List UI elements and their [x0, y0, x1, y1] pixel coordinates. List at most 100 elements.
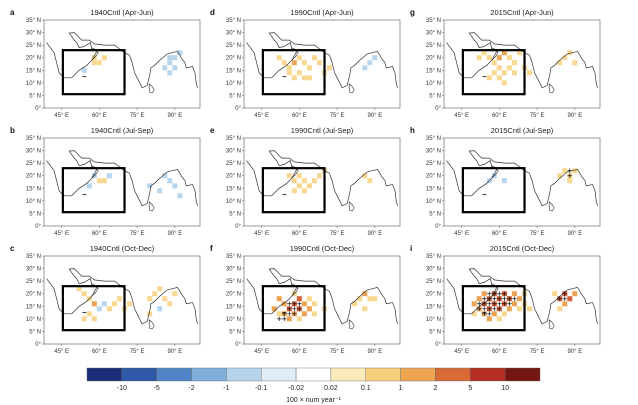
grid-cell	[172, 183, 178, 189]
lat-tick-label: 25° N	[426, 279, 441, 285]
significance-plus	[487, 301, 492, 306]
grid-cell	[177, 50, 183, 56]
lat-tick-label: 10° N	[26, 81, 41, 87]
panel-title: 1940Cntl (Oct-Dec)	[90, 244, 155, 253]
lat-tick-label: 30° N	[426, 149, 441, 155]
grid-cell	[167, 70, 173, 76]
lat-tick-label: 15° N	[226, 68, 241, 74]
grid-cell	[471, 301, 477, 307]
grid-cell	[572, 291, 578, 297]
map-panel-c: c 1940Cntl (Oct-Dec) 0° 5° N 10° N 15° N 20° N…	[10, 244, 201, 355]
grid-cell	[517, 50, 522, 56]
lat-tick-label: 35° N	[426, 136, 441, 142]
lat-tick-label: 10° N	[226, 317, 241, 323]
grid-cell	[296, 183, 302, 189]
coastline	[246, 32, 398, 89]
coastline	[446, 32, 598, 89]
grid-cell	[552, 291, 558, 297]
grid-cell	[481, 291, 487, 297]
lat-tick-label: 5° N	[429, 329, 441, 335]
significance-plus	[292, 301, 297, 306]
significance-plus	[477, 301, 482, 306]
panel-title: 2015Cntl (Jul-Sep)	[491, 126, 554, 135]
colorbar-tick-label: -2	[188, 385, 194, 392]
grid-cell	[291, 60, 297, 66]
grid-cell	[311, 311, 317, 317]
lat-tick-label: 5° N	[229, 329, 241, 335]
grid-cell	[271, 306, 277, 312]
colorbar-tick-label: -0.02	[288, 385, 304, 392]
grid-cell	[152, 291, 158, 297]
lat-tick-label: 20° N	[426, 56, 441, 62]
grid-cell	[572, 168, 578, 174]
grid-cell	[101, 301, 107, 307]
grid-cell	[476, 296, 482, 302]
grid-cell	[276, 296, 282, 302]
significance-plus	[277, 316, 282, 322]
panel-letter: f	[210, 244, 213, 253]
colorbar-swatch	[86, 367, 122, 382]
significance-plus	[492, 296, 497, 301]
grid-cell	[557, 173, 563, 179]
coastline-sri-lanka	[348, 319, 355, 330]
grid-cell	[276, 311, 282, 317]
grid-cell	[557, 306, 563, 312]
lon-tick-label: 60° E	[92, 113, 107, 119]
lat-tick-label: 10° N	[226, 199, 241, 205]
grid-cell	[291, 188, 297, 194]
grid-cell	[317, 60, 322, 66]
grid-cell	[496, 55, 502, 61]
coastline-oman	[291, 47, 299, 61]
grid-cell	[91, 60, 97, 66]
coastline-oman	[291, 283, 299, 297]
grid-cell	[306, 183, 312, 189]
grid-cell	[296, 55, 302, 61]
grid-cell	[372, 296, 378, 302]
colorbar-tick-label: 5	[468, 385, 472, 392]
lat-tick-label: 20° N	[426, 174, 441, 180]
grid-cell	[301, 188, 307, 194]
colorbar-tick-label: 0.02	[324, 385, 338, 392]
lat-tick-label: 10° N	[426, 317, 441, 323]
lon-tick-label: 75° E	[130, 231, 145, 237]
grid-cell	[506, 65, 512, 71]
grid-cell	[311, 55, 317, 61]
region-box	[461, 49, 526, 96]
grid-cell	[106, 173, 112, 179]
panel-title: 1940Cntl (Apr-Jun)	[90, 8, 154, 17]
lat-tick-label: 25° N	[426, 43, 441, 49]
lon-tick-label: 90° E	[567, 349, 582, 355]
lat-tick-label: 25° N	[226, 279, 241, 285]
panel-title: 1990Cntl (Oct-Dec)	[290, 244, 355, 253]
lon-tick-label: 60° E	[92, 349, 107, 355]
grid-cell	[367, 296, 373, 302]
panel-title: 1990Cntl (Apr-Jun)	[290, 8, 354, 17]
grid-cell	[496, 75, 502, 81]
grid-cell	[367, 178, 373, 184]
grid-cell	[147, 296, 153, 302]
coastline	[246, 150, 398, 207]
grid-cell	[517, 296, 522, 302]
lat-tick-label: 0°	[435, 106, 441, 112]
grid-cell	[296, 70, 302, 76]
grid-cell	[311, 178, 317, 184]
lat-tick-label: 5° N	[429, 93, 441, 99]
grid-cell	[86, 183, 92, 189]
grid-cell	[127, 301, 132, 307]
panel-title: 1940Cntl (Jul-Sep)	[91, 126, 154, 135]
significance-plus	[502, 301, 507, 306]
significance-plus	[557, 296, 562, 301]
significance-plus	[287, 301, 292, 306]
lon-tick-label: 75° E	[130, 349, 145, 355]
region-box	[261, 285, 326, 332]
lon-tick-label: 90° E	[367, 231, 382, 237]
colorbar-swatch	[295, 367, 332, 382]
significance-plus	[282, 316, 287, 322]
lat-tick-label: 30° N	[426, 31, 441, 37]
grid-cell	[147, 311, 153, 317]
lat-tick-label: 0°	[235, 342, 241, 348]
panel-letter: b	[10, 126, 15, 135]
grid-cell	[486, 75, 492, 81]
lat-tick-label: 30° N	[226, 31, 241, 37]
